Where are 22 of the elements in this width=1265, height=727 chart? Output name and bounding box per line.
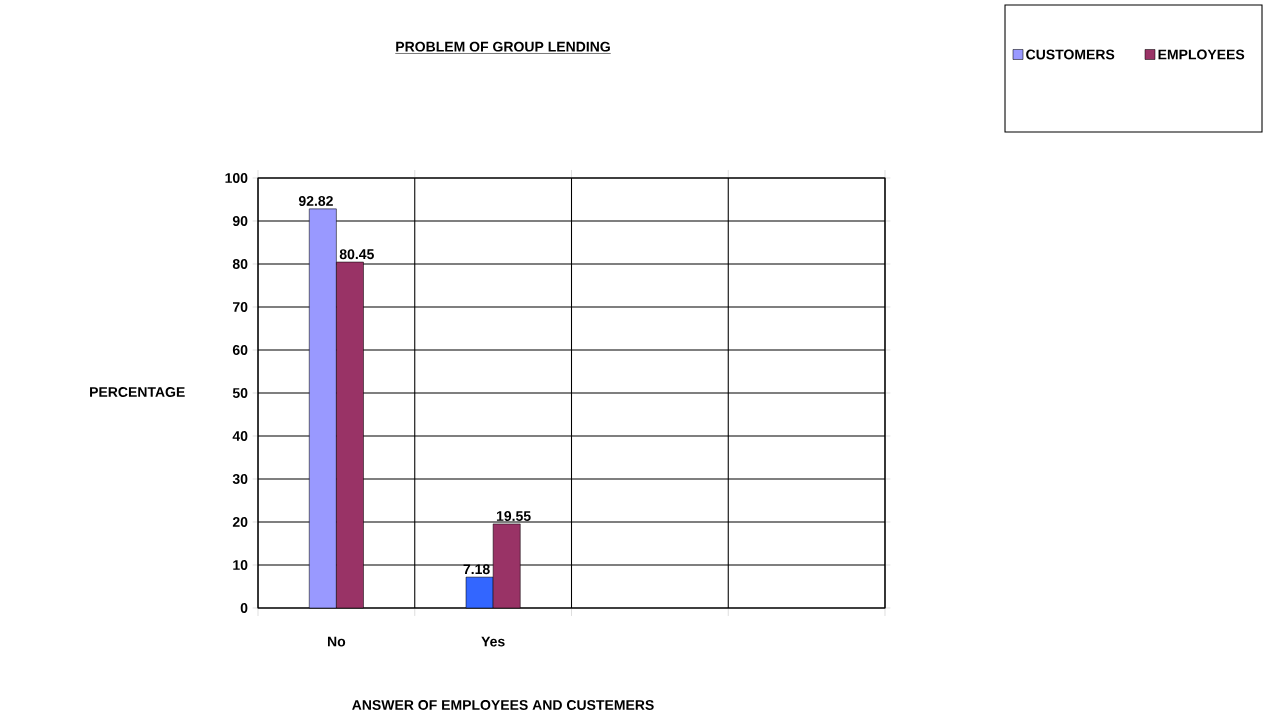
y-tick-label: 40 [232, 431, 248, 441]
x-tick-label: No [327, 636, 346, 647]
data-label: 19.55 [496, 511, 531, 521]
y-tick-label: 0 [240, 603, 248, 613]
y-tick-label: 80 [232, 259, 248, 269]
y-tick-label: 60 [232, 345, 248, 355]
y-tick-label: 70 [233, 302, 248, 312]
y-tick-label: 20 [232, 517, 248, 527]
y-tick-label: 50 [232, 388, 248, 398]
x-axis-title: ANSWER OF EMPLOYEES AND CUSTEMERS [352, 700, 654, 710]
data-label: 7.18 [463, 564, 490, 575]
data-label: 80.45 [339, 249, 374, 260]
y-tick-label: 30 [232, 474, 248, 484]
y-tick-label: 100 [225, 173, 248, 183]
y-axis-title: PERCENTAGE [90, 387, 185, 397]
legend-label: CUSTOMERS [1026, 49, 1115, 60]
y-tick-label: 10 [233, 560, 248, 570]
chart-title: PROBLEM OF GROUP LENDING [396, 41, 610, 52]
legend-label: EMPLOYEES [1158, 49, 1245, 60]
x-tick-label: Yes [481, 636, 505, 647]
y-tick-label: 90 [232, 216, 248, 226]
data-label: 92.82 [298, 196, 333, 206]
